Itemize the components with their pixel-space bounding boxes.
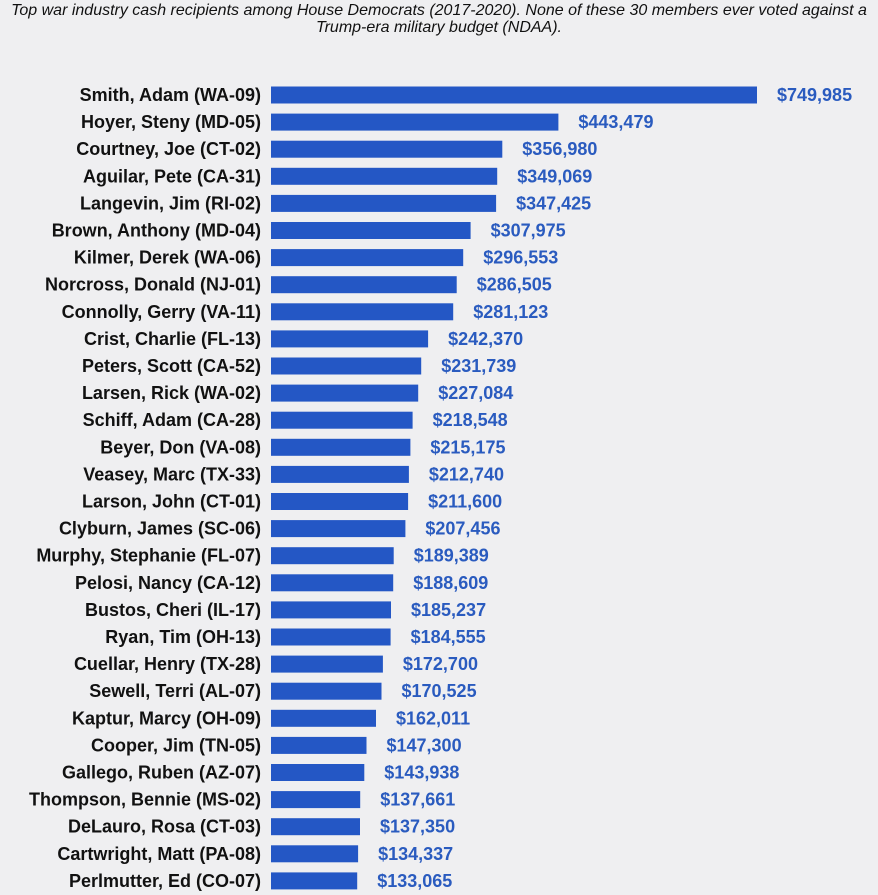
value-label: $184,555	[411, 627, 486, 647]
value-label: $286,505	[477, 275, 552, 295]
value-label: $347,425	[516, 193, 591, 213]
value-label: $281,123	[473, 302, 548, 322]
category-label: Courtney, Joe (CT-02)	[76, 139, 261, 159]
value-label: $185,237	[411, 600, 486, 620]
category-label: Pelosi, Nancy (CA-12)	[75, 573, 261, 593]
category-label: Aguilar, Pete (CA-31)	[83, 166, 261, 186]
category-label: Norcross, Donald (NJ-01)	[45, 275, 261, 295]
value-label: $443,479	[578, 112, 653, 132]
value-label: $162,011	[396, 708, 470, 728]
category-label: Kilmer, Derek (WA-06)	[74, 248, 261, 268]
bar	[271, 167, 498, 185]
bar	[271, 249, 464, 267]
category-label: Langevin, Jim (RI-02)	[80, 193, 261, 213]
bar	[271, 194, 497, 212]
category-label: Perlmutter, Ed (CO-07)	[69, 871, 261, 891]
category-label: Clyburn, James (SC-06)	[59, 519, 261, 539]
category-label: Ryan, Tim (OH-13)	[105, 627, 261, 647]
value-label: $211,600	[428, 492, 502, 512]
value-label: $188,609	[413, 573, 488, 593]
bar	[271, 86, 757, 104]
value-labels: $749,985 $443,479 $356,980 $349,069 $347,425…	[377, 85, 852, 891]
bar	[271, 709, 376, 727]
bar	[271, 140, 503, 158]
category-label: Bustos, Cheri (IL-17)	[85, 600, 261, 620]
value-label: $296,553	[483, 248, 558, 268]
value-label: $212,740	[429, 464, 504, 484]
bar	[271, 736, 367, 754]
value-label: $356,980	[522, 139, 597, 159]
bar	[271, 411, 413, 429]
bar	[271, 764, 365, 781]
bar	[271, 845, 359, 863]
category-label: Larsen, Rick (WA-02)	[82, 383, 261, 403]
chart-title: Top war industry cash recipients among H…	[11, 2, 867, 36]
category-labels: Smith, Adam (WA-09) Hoyer, Steny (MD-05) C…	[29, 85, 261, 891]
category-label: Crist, Charlie (FL-13)	[84, 329, 261, 349]
value-label: $147,300	[387, 735, 462, 755]
value-label: $143,938	[384, 763, 459, 783]
category-label: Brown, Anthony (MD-04)	[52, 221, 261, 241]
bar	[271, 520, 406, 538]
value-label: $189,389	[414, 546, 489, 566]
value-label: $137,661	[380, 790, 455, 810]
bar	[271, 574, 394, 592]
bar	[271, 872, 358, 890]
value-label: $307,975	[491, 221, 566, 241]
category-label: Cuellar, Henry (TX-28)	[74, 654, 261, 674]
value-label: $227,084	[438, 383, 513, 403]
category-label: Beyer, Don (VA-08)	[100, 437, 261, 457]
category-label: Schiff, Adam (CA-28)	[83, 410, 261, 430]
bar	[271, 547, 394, 565]
value-label: $133,065	[377, 871, 452, 891]
value-label: $170,525	[402, 681, 477, 701]
value-label: $215,175	[430, 437, 505, 457]
category-label: Larson, John (CT-01)	[82, 492, 261, 512]
value-label: $242,370	[448, 329, 523, 349]
category-label: Kaptur, Marcy (OH-09)	[72, 708, 261, 728]
category-label: Cartwright, Matt (PA-08)	[57, 844, 261, 864]
value-label: $218,548	[433, 410, 508, 430]
bar	[271, 330, 429, 348]
category-label: Sewell, Terri (AL-07)	[89, 681, 261, 701]
category-label: Hoyer, Steny (MD-05)	[81, 112, 261, 132]
value-label: $172,700	[403, 654, 478, 674]
value-label: $137,350	[380, 817, 455, 837]
bar	[271, 465, 409, 483]
category-label: DeLauro, Rosa (CT-03)	[68, 817, 261, 837]
bar	[271, 303, 454, 321]
bar	[271, 438, 411, 456]
value-label: $207,456	[425, 519, 500, 539]
bars-layer	[271, 86, 757, 890]
category-label: Thompson, Bennie (MS-02)	[29, 790, 261, 810]
bar	[271, 682, 382, 700]
category-label: Murphy, Stephanie (FL-07)	[36, 546, 261, 566]
value-label: $349,069	[517, 166, 592, 186]
value-label: $749,985	[777, 85, 852, 105]
value-label: $231,739	[441, 356, 516, 376]
bar	[271, 601, 391, 619]
category-label: Gallego, Ruben (AZ-07)	[62, 763, 261, 783]
bar	[271, 384, 419, 402]
bar	[271, 113, 559, 131]
category-label: Cooper, Jim (TN-05)	[91, 735, 261, 755]
bar	[271, 791, 361, 809]
bar	[271, 493, 409, 510]
category-label: Peters, Scott (CA-52)	[82, 356, 261, 376]
bar	[271, 276, 457, 294]
bar	[271, 628, 391, 646]
bar	[271, 818, 360, 836]
bar	[271, 655, 383, 673]
category-label: Smith, Adam (WA-09)	[80, 85, 261, 105]
value-label: $134,337	[378, 844, 453, 864]
bar	[271, 357, 422, 375]
bar	[271, 222, 471, 239]
category-label: Veasey, Marc (TX-33)	[83, 464, 261, 484]
category-label: Connolly, Gerry (VA-11)	[62, 302, 261, 322]
